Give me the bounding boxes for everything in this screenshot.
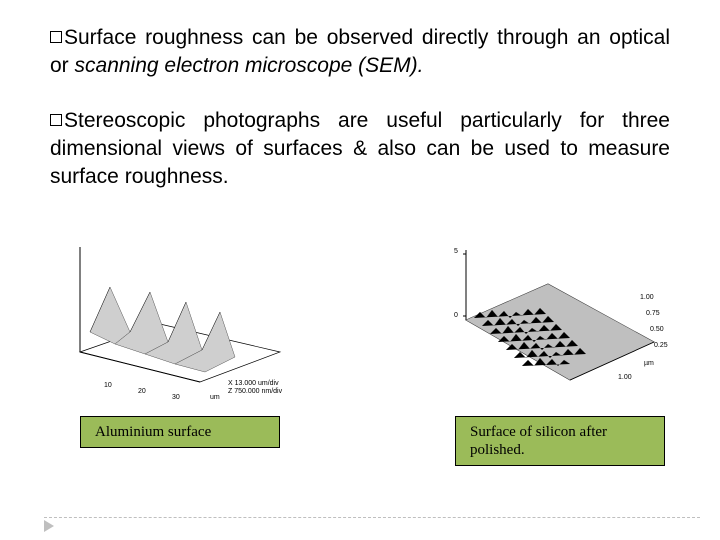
axis-unit-r: µm <box>644 360 654 367</box>
axis-side2: Z 750.000 nm/div <box>228 388 282 395</box>
p2-lead: Stereoscopic <box>64 109 185 132</box>
axis-z1: 0 <box>454 312 458 319</box>
axis-x2: 20 <box>138 388 146 395</box>
axis-unit-l: um <box>210 394 220 401</box>
axis-x4: 1.00 <box>618 374 632 381</box>
p1-optical: optical <box>609 26 670 49</box>
silicon-3d-plot <box>440 232 680 402</box>
figures-row: 10 20 30 um X 13.000 um/div Z 750.000 nm… <box>0 228 720 466</box>
caption-left: Aluminium surface <box>80 416 280 448</box>
caption-right-text: Surface of silicon after polished. <box>470 424 607 458</box>
p1-lead: Surface <box>64 26 136 49</box>
bullet-icon <box>50 114 62 126</box>
axis-y4: 1.00 <box>640 294 654 301</box>
axis-x3: 30 <box>172 394 180 401</box>
p1-italic: scanning electron microscope (SEM). <box>75 54 424 77</box>
figure-left: 10 20 30 um X 13.000 um/div Z 750.000 nm… <box>60 232 300 466</box>
paragraph-2: Stereoscopic photographs are useful part… <box>50 107 670 192</box>
figure-left-image: 10 20 30 um X 13.000 um/div Z 750.000 nm… <box>60 232 300 402</box>
axis-y2: 0.50 <box>650 326 664 333</box>
axis-x1: 10 <box>104 382 112 389</box>
axis-y3: 0.75 <box>646 310 660 317</box>
figure-right-image: 5 0 1.00 0.75 0.50 0.25 1.00 µm <box>440 232 680 402</box>
figure-right: 5 0 1.00 0.75 0.50 0.25 1.00 µm Surface … <box>440 232 680 466</box>
corner-arrow-icon <box>44 520 54 532</box>
axis-side1: X 13.000 um/div <box>228 380 279 387</box>
paragraph-1: Surface roughness can be observed direct… <box>50 24 670 81</box>
p1-rest: roughness can be observed directly throu… <box>136 26 609 49</box>
caption-right: Surface of silicon after polished. <box>455 416 665 466</box>
bullet-icon <box>50 31 62 43</box>
caption-left-text: Aluminium surface <box>95 424 211 440</box>
aluminium-3d-plot <box>60 232 300 402</box>
footer-dash <box>44 517 700 518</box>
axis-z2: 5 <box>454 248 458 255</box>
axis-y1: 0.25 <box>654 342 668 349</box>
p1-mid: or <box>50 54 75 77</box>
slide-content: Surface roughness can be observed direct… <box>0 0 720 228</box>
